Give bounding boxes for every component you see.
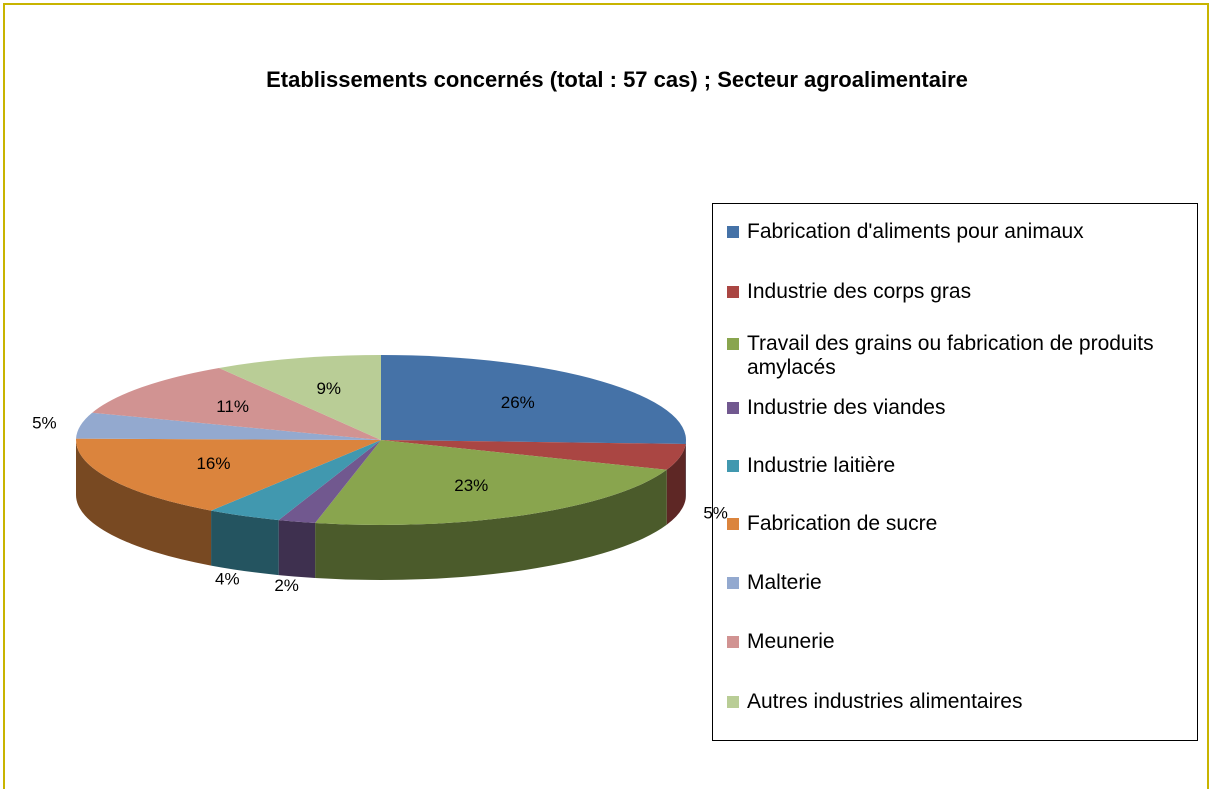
chart-title: Etablissements concernés (total : 57 cas… xyxy=(266,67,968,92)
pie-slice xyxy=(92,367,382,440)
legend-label: Meunerie xyxy=(747,630,835,653)
data-label: 26% xyxy=(501,393,535,412)
legend-label: Fabrication d'aliments pour animaux xyxy=(747,220,1084,243)
legend-swatch xyxy=(727,338,739,350)
legend-swatch xyxy=(727,286,739,298)
legend-swatch xyxy=(727,518,739,530)
legend-label: Autres industries alimentaires xyxy=(747,690,1023,713)
legend-swatch xyxy=(727,460,739,472)
pie-side xyxy=(76,440,212,566)
legend-swatch xyxy=(727,636,739,648)
legend-item: Malterie xyxy=(727,571,1187,595)
data-label: 5% xyxy=(32,413,57,432)
pie-slice xyxy=(76,438,382,511)
legend-label: Industrie laitière xyxy=(747,454,896,477)
legend-label: Industrie des corps gras xyxy=(747,280,972,303)
pie-side xyxy=(211,510,279,576)
legend-item: Industrie laitière xyxy=(727,454,1187,478)
legend-swatch xyxy=(727,577,739,589)
legend-swatch xyxy=(727,402,739,414)
legend: Fabrication d'aliments pour animaux Indus… xyxy=(712,203,1198,741)
data-label: 2% xyxy=(274,576,299,595)
data-label: 5% xyxy=(703,504,728,523)
legend-item: Travail des grains ou fabrication de pro… xyxy=(727,332,1187,380)
legend-label: Industrie des viandes xyxy=(747,396,946,419)
pie-side xyxy=(666,443,686,525)
legend-item: Autres industries alimentaires xyxy=(727,690,1187,714)
pie-slice xyxy=(381,355,686,444)
data-label: 16% xyxy=(196,454,230,473)
pie-slice xyxy=(278,440,381,523)
pie-slice xyxy=(381,440,686,470)
legend-swatch xyxy=(727,696,739,708)
legend-label: Travail des grains ou fabrication de pro… xyxy=(747,332,1154,379)
pie-slice xyxy=(76,412,381,440)
pie-slice xyxy=(315,440,667,526)
data-label: 9% xyxy=(316,379,341,398)
data-label: 4% xyxy=(215,570,240,589)
legend-item: Industrie des corps gras xyxy=(727,280,1187,304)
legend-item: Fabrication d'aliments pour animaux xyxy=(727,220,1187,244)
pie-side xyxy=(315,469,667,580)
legend-item: Meunerie xyxy=(727,630,1187,654)
pie-side xyxy=(278,520,316,578)
data-label: 23% xyxy=(454,476,488,495)
legend-item: Fabrication de sucre xyxy=(727,512,1187,536)
legend-label: Malterie xyxy=(747,571,822,594)
pie-slice xyxy=(219,355,381,440)
legend-swatch xyxy=(727,226,739,238)
frame-border xyxy=(3,3,1209,789)
legend-label: Fabrication de sucre xyxy=(747,512,938,535)
pie-slice xyxy=(211,440,381,521)
data-label: 11% xyxy=(216,397,249,416)
legend-item: Industrie des viandes xyxy=(727,396,1187,420)
